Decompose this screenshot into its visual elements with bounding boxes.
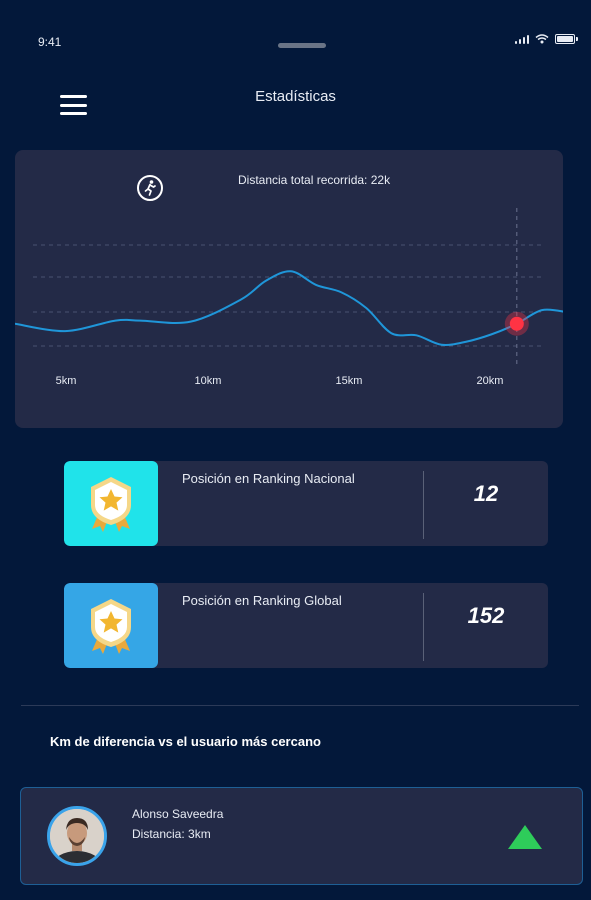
section-title: Km de diferencia vs el usuario más cerca… (50, 734, 321, 749)
chart-grid (33, 244, 545, 347)
x-tick-label: 5km (56, 375, 77, 387)
running-person-icon (137, 175, 163, 201)
page-title: Estadísticas (255, 88, 336, 105)
x-axis-ticks: 5km 10km 15km 20km (56, 375, 504, 387)
user-avatar-icon (50, 809, 104, 863)
distance-chart-card (15, 150, 563, 428)
status-time: 9:41 (38, 35, 62, 49)
ranking-badge (64, 583, 158, 668)
user-distance: Distancia: 3km (132, 827, 211, 841)
x-tick-label: 20km (477, 375, 504, 387)
x-tick-label: 15km (336, 375, 363, 387)
ranking-card-national[interactable]: Posición en Ranking Nacional 12 (64, 461, 548, 546)
ranking-divider (423, 593, 424, 661)
ranking-badge (64, 461, 158, 546)
x-tick-label: 10km (195, 375, 222, 387)
ranking-value: 12 (473, 481, 499, 506)
star-badge-icon (91, 598, 131, 654)
top-handle (278, 43, 326, 48)
battery-icon (555, 34, 578, 44)
arrow-up-icon (508, 825, 542, 849)
star-badge-icon (91, 476, 131, 532)
hamburger-menu-icon[interactable] (60, 95, 87, 115)
signal-icon (514, 34, 529, 44)
chart-title: Distancia total recorrida: 22k (238, 173, 391, 187)
status-icons (514, 34, 578, 44)
ranking-divider (423, 471, 424, 539)
ranking-value: 152 (467, 603, 505, 628)
avatar[interactable] (47, 806, 107, 866)
nearest-user-card[interactable] (20, 787, 583, 885)
distance-chart: 5km 10km 15km 20km (15, 208, 563, 387)
user-name: Alonso Saveedra (132, 807, 224, 821)
section-divider (21, 705, 579, 706)
ranking-label: Posición en Ranking Global (182, 593, 342, 608)
ranking-card-global[interactable]: Posición en Ranking Global 152 (64, 583, 548, 668)
highlight-point[interactable] (509, 316, 524, 331)
distance-series-line (15, 270, 563, 346)
ranking-label: Posición en Ranking Nacional (182, 471, 355, 486)
wifi-icon (535, 34, 549, 44)
